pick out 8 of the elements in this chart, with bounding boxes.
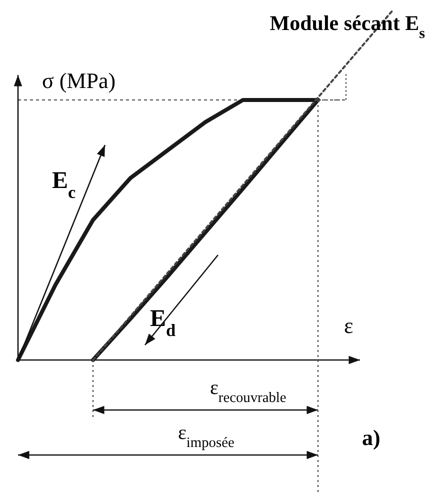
y-axis-title: σ (MPa) [42,68,116,93]
annotation: E$_{d}$ [150,306,176,340]
text: a) [362,425,380,450]
text: ε$_{imposée}$ [178,422,234,451]
series-label: Module sécant E$_{s}$ [270,11,426,42]
x-axis-title: ε [344,313,354,338]
annotation: E$_{c}$ [52,168,76,202]
text: ε$_{recouvrable}$ [210,377,286,406]
